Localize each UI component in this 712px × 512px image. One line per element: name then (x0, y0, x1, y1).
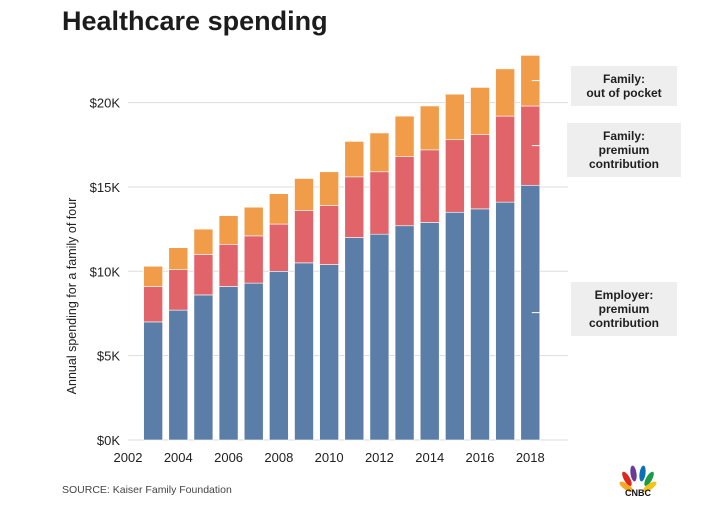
bar-employer-2015 (445, 211, 465, 441)
legend-family-premium-line-2: premium (598, 143, 650, 157)
y-tick-label: $5K (97, 349, 120, 364)
legend-out-of-pocket: Family: out of pocket (571, 66, 677, 106)
legend-employer-line-3: contribution (589, 316, 659, 330)
bar-out-of-pocket-2007 (243, 206, 264, 237)
x-tick-label: 2016 (466, 450, 495, 465)
bar-out-of-pocket-2013 (394, 115, 415, 157)
bar-employer-2014 (419, 222, 440, 441)
bar-out-of-pocket-2014 (419, 105, 440, 151)
legend-out-of-pocket-line-2: out of pocket (586, 86, 662, 100)
x-tick-label: 2010 (315, 450, 344, 465)
legend-family-premium-line-1: Family: (602, 129, 645, 143)
legend-employer-line-2: premium (598, 302, 650, 316)
bar-employer-2012 (369, 233, 390, 441)
bar-employer-2006 (218, 286, 239, 441)
bar-out-of-pocket-2004 (168, 247, 189, 270)
bar-out-of-pocket-2012 (369, 132, 390, 173)
bar-family-premium-2015 (445, 139, 465, 213)
bar-out-of-pocket-2011 (344, 141, 365, 178)
bar-family-premium-2005 (193, 254, 214, 296)
bar-family-premium-2008 (269, 223, 289, 272)
bar-employer-2016 (470, 208, 490, 441)
bar-employer-2003 (143, 321, 163, 441)
peacock-feathers-icon (619, 465, 657, 492)
bar-out-of-pocket-2017 (495, 68, 515, 117)
x-tick-label: 2014 (415, 450, 444, 465)
bar-out-of-pocket-2016 (470, 87, 490, 135)
x-tick-label: 2002 (114, 450, 143, 465)
bar-employer-2011 (344, 237, 365, 441)
legend-employer-line-1: Employer: (594, 288, 654, 302)
x-tick-label: 2008 (264, 450, 293, 465)
source-note: SOURCE: Kaiser Family Foundation (62, 484, 232, 496)
bar-out-of-pocket-2008 (269, 193, 289, 225)
bar-employer-2010 (319, 264, 339, 441)
bar-employer-2007 (243, 282, 264, 441)
x-tick-label: 2006 (214, 450, 243, 465)
bar-out-of-pocket-2003 (143, 265, 163, 287)
bar-out-of-pocket-2015 (445, 93, 465, 141)
bar-out-of-pocket-2010 (319, 171, 339, 206)
bar-family-premium-2011 (344, 176, 365, 238)
legend-family-premium: Family: premium contribution (567, 123, 681, 177)
bar-employer-2013 (394, 225, 415, 441)
bar-family-premium-2004 (168, 269, 189, 311)
bar-employer-2009 (294, 262, 314, 441)
x-tick-label: 2018 (516, 450, 545, 465)
x-tick-label: 2012 (365, 450, 394, 465)
legend-employer: Employer: premium contribution (571, 282, 677, 336)
bar-employer-2005 (193, 294, 214, 441)
bar-family-premium-2013 (394, 156, 415, 227)
bar-family-premium-2003 (143, 286, 163, 323)
bar-out-of-pocket-2006 (218, 215, 239, 245)
chart-title: Healthcare spending (62, 6, 328, 36)
legend-out-of-pocket-line-1: Family: (602, 72, 645, 86)
bar-employer-2017 (495, 201, 515, 441)
bar-employer-2004 (168, 309, 189, 441)
bar-family-premium-2012 (369, 171, 390, 235)
x-tick-label: 2004 (164, 450, 193, 465)
cnbc-peacock-logo-icon: CNBC (619, 465, 657, 498)
bar-out-of-pocket-2009 (294, 178, 314, 211)
bar-family-premium-2007 (243, 235, 264, 284)
bar-family-premium-2014 (419, 149, 440, 223)
y-tick-label: $10K (90, 264, 121, 279)
legend-family-premium-line-3: contribution (589, 157, 659, 171)
bar-out-of-pocket-2005 (193, 228, 214, 255)
bar-employer-2008 (269, 271, 289, 441)
bar-family-premium-2017 (495, 115, 515, 203)
bar-family-premium-2010 (319, 205, 339, 265)
y-tick-label: $20K (90, 96, 121, 111)
y-axis-label: Annual spending for a family of four (65, 198, 79, 395)
bar-family-premium-2006 (218, 244, 239, 287)
bar-family-premium-2016 (470, 134, 490, 210)
logo-wordmark: CNBC (625, 488, 651, 498)
y-tick-label: $15K (90, 180, 121, 195)
bar-family-premium-2009 (294, 210, 314, 264)
y-tick-label: $0K (97, 433, 120, 448)
